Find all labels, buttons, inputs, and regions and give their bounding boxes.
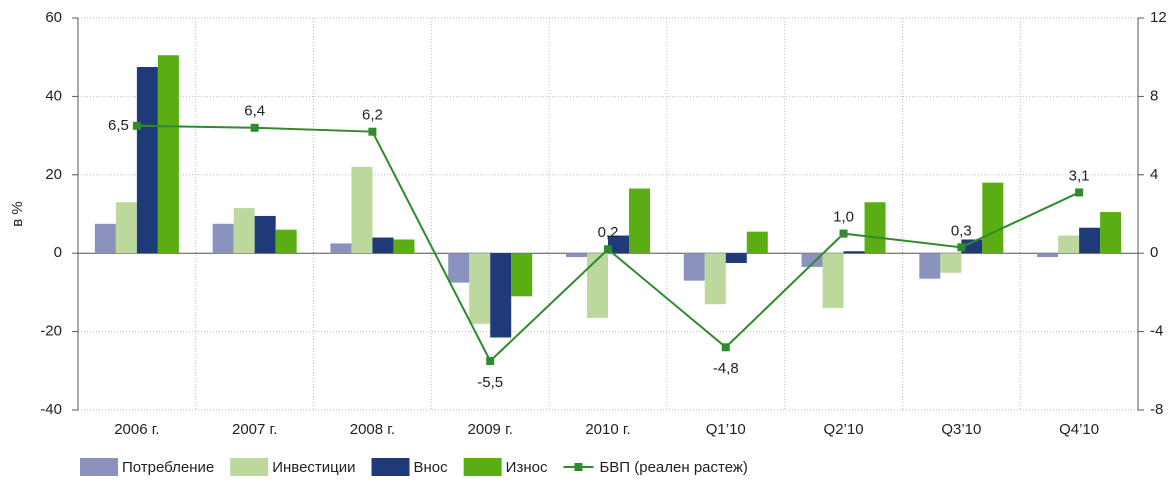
x-tick-label: Q3’10 [941,421,981,438]
y-axis-label: в % [9,201,26,226]
bar [683,253,705,281]
bar [233,208,255,254]
data-label: 0,2 [598,224,619,241]
bar [275,229,297,254]
y2-tick-label: -4 [1150,323,1163,340]
legend-swatch [80,458,118,476]
y2-tick-label: 4 [1150,166,1158,183]
y-tick-label: 60 [45,9,62,26]
line-marker [1075,188,1084,197]
line-marker [604,245,612,254]
data-label: -4,8 [713,360,739,377]
bar [725,253,747,263]
data-label: 3,1 [1069,167,1090,184]
bar [982,182,1004,254]
bar [511,253,533,297]
y2-tick-label: 8 [1150,87,1158,104]
x-tick-label: 2009 г. [468,421,513,438]
bar [1100,212,1122,254]
y-tick-label: -20 [40,323,62,340]
bar [961,239,983,254]
bar [608,235,629,254]
bar [843,251,865,254]
line-marker [486,357,495,365]
x-tick-label: 2008 г. [350,421,395,438]
legend-swatch [463,458,502,476]
x-tick-label: 2007 г. [232,421,277,438]
bar [801,253,823,267]
x-tick-label: Q4’10 [1059,421,1099,438]
bar [448,253,470,283]
bar [704,253,726,305]
legend-label: Износ [506,459,548,476]
legend-label: Внос [414,459,449,476]
bar [629,188,650,254]
y-tick-label: 0 [54,244,62,261]
bar [587,253,608,318]
legend-swatch [371,458,410,476]
bar [864,202,886,254]
y2-tick-label: 0 [1150,244,1158,261]
data-label: 1,0 [833,209,854,226]
legend-label: Инвестиции [272,459,355,476]
legend-swatch [230,458,269,476]
bar [372,237,394,254]
data-label: -5,5 [477,374,503,391]
y-tick-label: 40 [45,87,62,104]
x-tick-label: Q1’10 [706,421,746,438]
y2-tick-label: -8 [1150,401,1163,418]
bar [940,253,962,273]
bar [822,253,844,309]
y-tick-label: 20 [45,166,62,183]
bar [115,202,137,254]
bar [1037,253,1059,258]
line-marker [250,123,259,132]
y-tick-label: -40 [40,401,62,418]
bar [919,253,941,279]
x-tick-label: Q2’10 [824,421,864,438]
bar [254,215,276,254]
data-label: 0,3 [951,222,972,239]
legend-label: БВП (реален растеж) [599,459,747,476]
bar [212,223,234,254]
data-label: 6,5 [108,117,129,134]
data-label: 6,2 [362,107,383,124]
data-label: 6,4 [244,103,265,120]
bar [330,243,352,254]
line-marker [957,243,966,252]
x-tick-label: 2006 г. [114,421,159,438]
bar [351,166,373,254]
line-marker [132,121,141,130]
line-marker [839,229,848,238]
line-marker [721,343,730,352]
bar [490,253,512,338]
bar [94,223,116,254]
bar [157,55,179,254]
bar [1079,227,1101,254]
bar [746,231,768,254]
bar [566,253,587,258]
bar [469,253,491,324]
line-marker [368,127,377,136]
legend-label: Потребление [122,459,214,476]
bar [136,67,158,254]
bar [393,239,415,254]
legend-marker [574,463,583,471]
bar [1058,235,1080,254]
y2-tick-label: 12 [1150,9,1167,26]
x-tick-label: 2010 г. [585,421,630,438]
